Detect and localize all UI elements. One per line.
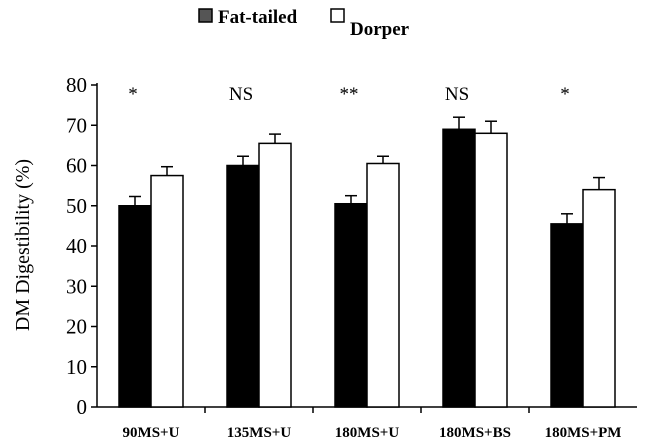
y-axis-title: DM Digestibility (%) <box>12 159 34 331</box>
y-tick-label: 80 <box>66 73 87 97</box>
bar-dorper-180ms+u <box>366 162 400 408</box>
legend-swatch-dorper <box>330 8 345 23</box>
bar-dorper-180ms+pm <box>582 188 616 408</box>
y-tick-label: 20 <box>66 315 87 339</box>
y-tick-label: 50 <box>66 194 87 218</box>
legend-swatch-fat-tailed <box>198 8 213 23</box>
significance-label: * <box>560 84 570 105</box>
y-tick-label: 0 <box>77 395 88 419</box>
legend: Fat-tailed Dorper <box>198 7 410 40</box>
significance-label: NS <box>229 84 253 105</box>
bar-fat-tailed-90ms+u <box>118 205 152 408</box>
bar-dorper-90ms+u <box>150 174 184 408</box>
x-tick-label: 90MS+U <box>123 425 180 441</box>
bar-fat-tailed-180ms+pm <box>550 223 584 408</box>
legend-label-fat-tailed: Fat-tailed <box>218 7 298 28</box>
y-tick-label: 60 <box>66 154 87 178</box>
bar-fat-tailed-180ms+bs <box>442 128 476 408</box>
x-tick-label: 180MS+PM <box>545 425 622 441</box>
plot-area: 0 10 20 30 40 50 60 70 80 90MS+U * 135MS+U NS 180MS+U… <box>66 73 637 441</box>
y-tick-label: 40 <box>66 234 87 258</box>
significance-label: ** <box>340 84 359 105</box>
y-tick-label: 70 <box>66 113 87 137</box>
y-tick-label: 30 <box>66 274 87 298</box>
y-tick-label: 10 <box>66 355 87 379</box>
bar-dorper-135ms+u <box>258 142 292 408</box>
bar-fat-tailed-180ms+u <box>334 202 368 408</box>
legend-label-dorper: Dorper <box>350 19 410 40</box>
bar-dorper-180ms+bs <box>474 132 508 408</box>
bar-fat-tailed-135ms+u <box>226 164 260 408</box>
x-tick-label: 180MS+BS <box>439 425 511 441</box>
x-tick-label: 135MS+U <box>227 425 292 441</box>
significance-label: * <box>128 84 138 105</box>
significance-label: NS <box>445 84 469 105</box>
x-tick-label: 180MS+U <box>335 425 400 441</box>
